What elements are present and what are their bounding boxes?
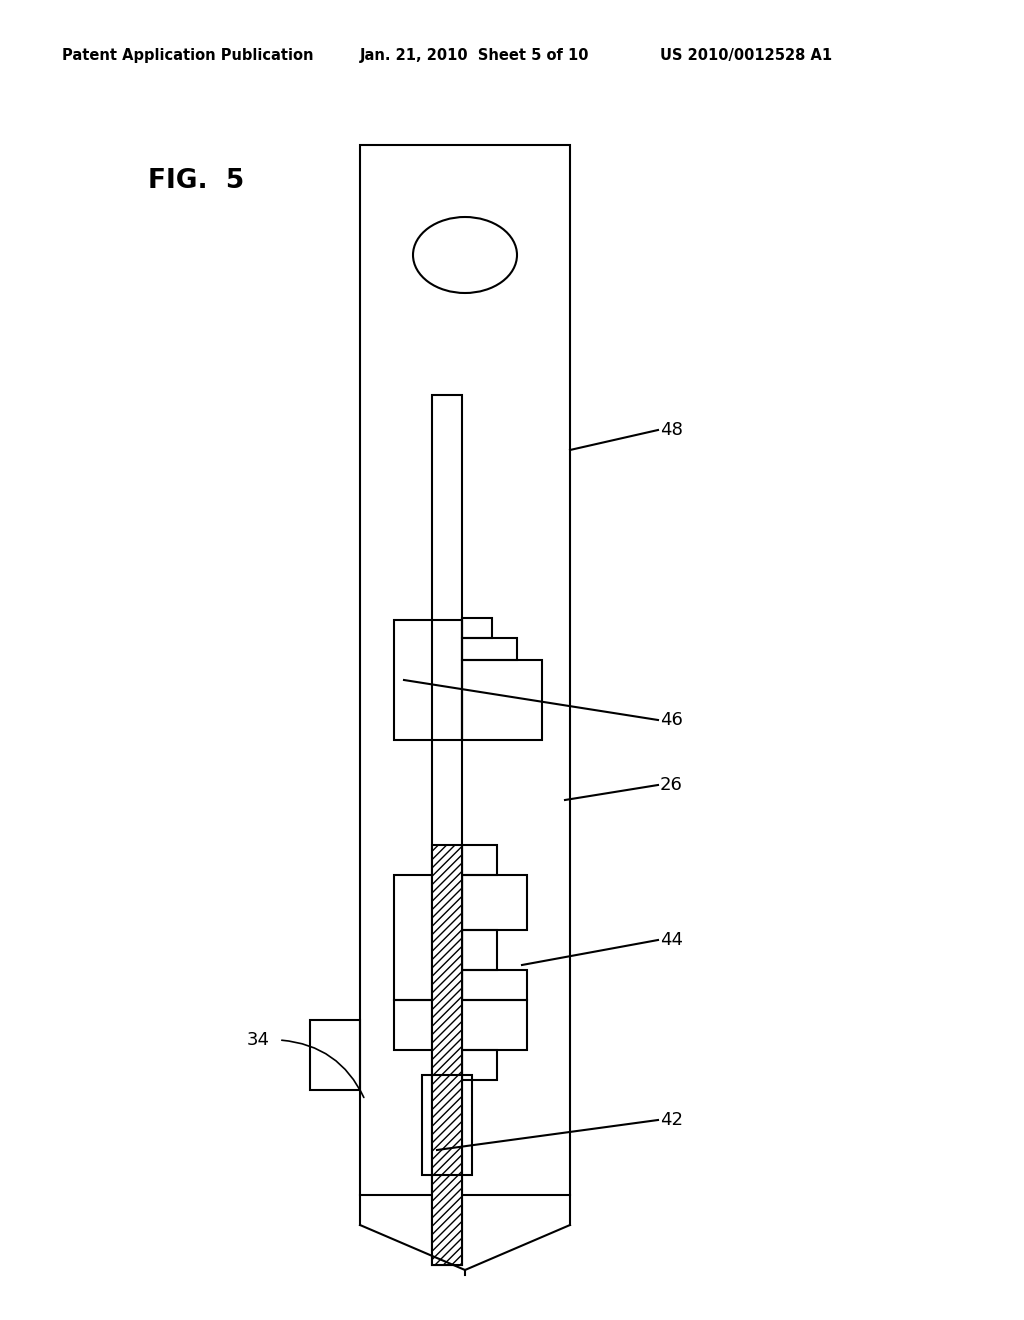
Bar xyxy=(462,970,527,1001)
Text: 44: 44 xyxy=(660,931,683,949)
Text: Patent Application Publication: Patent Application Publication xyxy=(62,48,313,63)
Text: 42: 42 xyxy=(660,1111,683,1129)
Bar xyxy=(462,931,497,970)
Bar xyxy=(310,1020,360,1090)
Bar xyxy=(462,660,542,741)
Text: US 2010/0012528 A1: US 2010/0012528 A1 xyxy=(660,48,833,63)
Text: 48: 48 xyxy=(660,421,683,440)
Bar xyxy=(432,845,462,1265)
Text: FIG.  5: FIG. 5 xyxy=(148,168,245,194)
Bar xyxy=(462,618,492,638)
Bar xyxy=(462,1049,497,1080)
Text: 34: 34 xyxy=(247,1031,270,1049)
Text: Jan. 21, 2010  Sheet 5 of 10: Jan. 21, 2010 Sheet 5 of 10 xyxy=(360,48,590,63)
Bar xyxy=(422,1074,472,1175)
Bar xyxy=(462,875,527,931)
Bar xyxy=(462,638,517,660)
Bar xyxy=(394,620,462,741)
Text: 26: 26 xyxy=(660,776,683,795)
Text: 46: 46 xyxy=(660,711,683,729)
Bar xyxy=(462,845,497,875)
Bar xyxy=(432,395,462,1265)
Bar xyxy=(394,875,462,1001)
Bar xyxy=(360,145,570,1195)
Bar xyxy=(394,1001,527,1049)
